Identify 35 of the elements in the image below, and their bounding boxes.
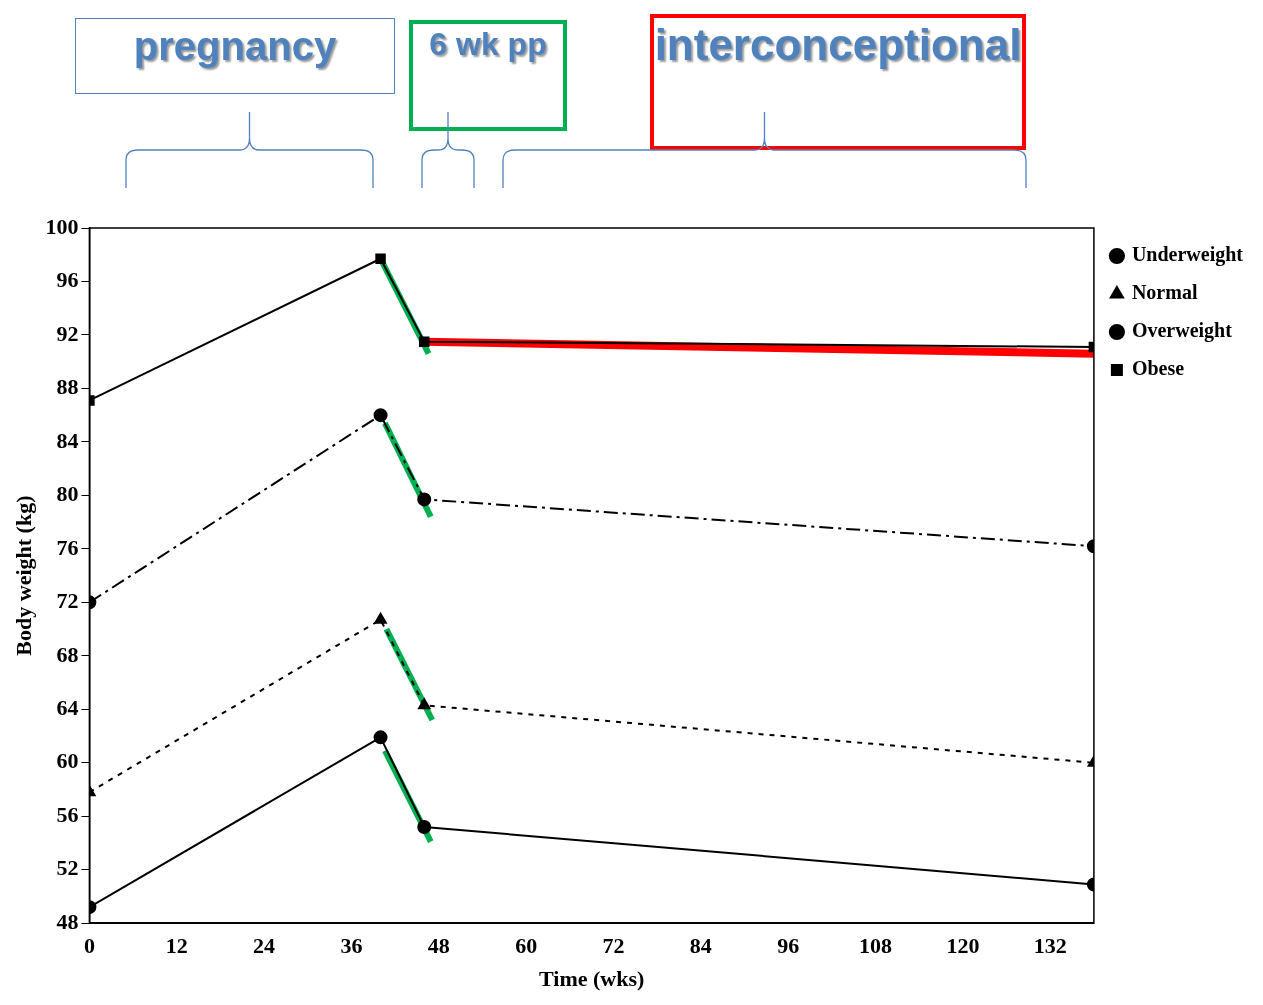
x-tick-label: 96 [777, 933, 800, 959]
legend-label: Underweight [1131, 243, 1244, 267]
y-tick-label: 92 [56, 320, 79, 346]
x-tick-label: 48 [427, 933, 450, 959]
y-tick-label: 64 [56, 694, 79, 720]
y-tick-label: 56 [56, 801, 79, 827]
text: 6 wk pp [428, 26, 548, 63]
y-tick-label: 84 [56, 427, 79, 453]
x-tick-label: 84 [689, 933, 712, 959]
y-tick-label: 100 [45, 213, 79, 239]
y-tick-label: 72 [56, 588, 79, 614]
x-tick-label: 36 [340, 933, 363, 959]
x-tick-label: 108 [859, 933, 893, 959]
x-tick-label: 0 [83, 933, 95, 959]
y-tick-label: 52 [56, 855, 79, 881]
legend-label: Normal [1131, 281, 1198, 304]
x-tick-label: 24 [253, 933, 276, 959]
x-tick-label: 72 [602, 933, 625, 959]
x-tick-label: 12 [165, 933, 188, 959]
y-tick-label: 68 [56, 641, 79, 667]
y-tick-label: 80 [56, 481, 79, 507]
text: interconceptional [653, 20, 1023, 70]
legend-label: Obese [1131, 357, 1185, 380]
y-tick-label: 76 [56, 534, 79, 560]
x-tick-label: 120 [946, 933, 980, 959]
x-axis-title: Time (wks) [538, 966, 645, 992]
y-tick-label: 88 [56, 374, 79, 400]
x-tick-label: 60 [515, 933, 538, 959]
y-tick-label: 48 [56, 908, 79, 934]
x-tick-label: 132 [1033, 933, 1067, 959]
text: pregnancy [132, 24, 338, 69]
y-tick-label: 96 [56, 267, 79, 293]
y-tick-label: 60 [56, 748, 79, 774]
legend-label: Overweight [1131, 319, 1233, 343]
y-axis-title: Body weight (kg) [10, 495, 36, 656]
